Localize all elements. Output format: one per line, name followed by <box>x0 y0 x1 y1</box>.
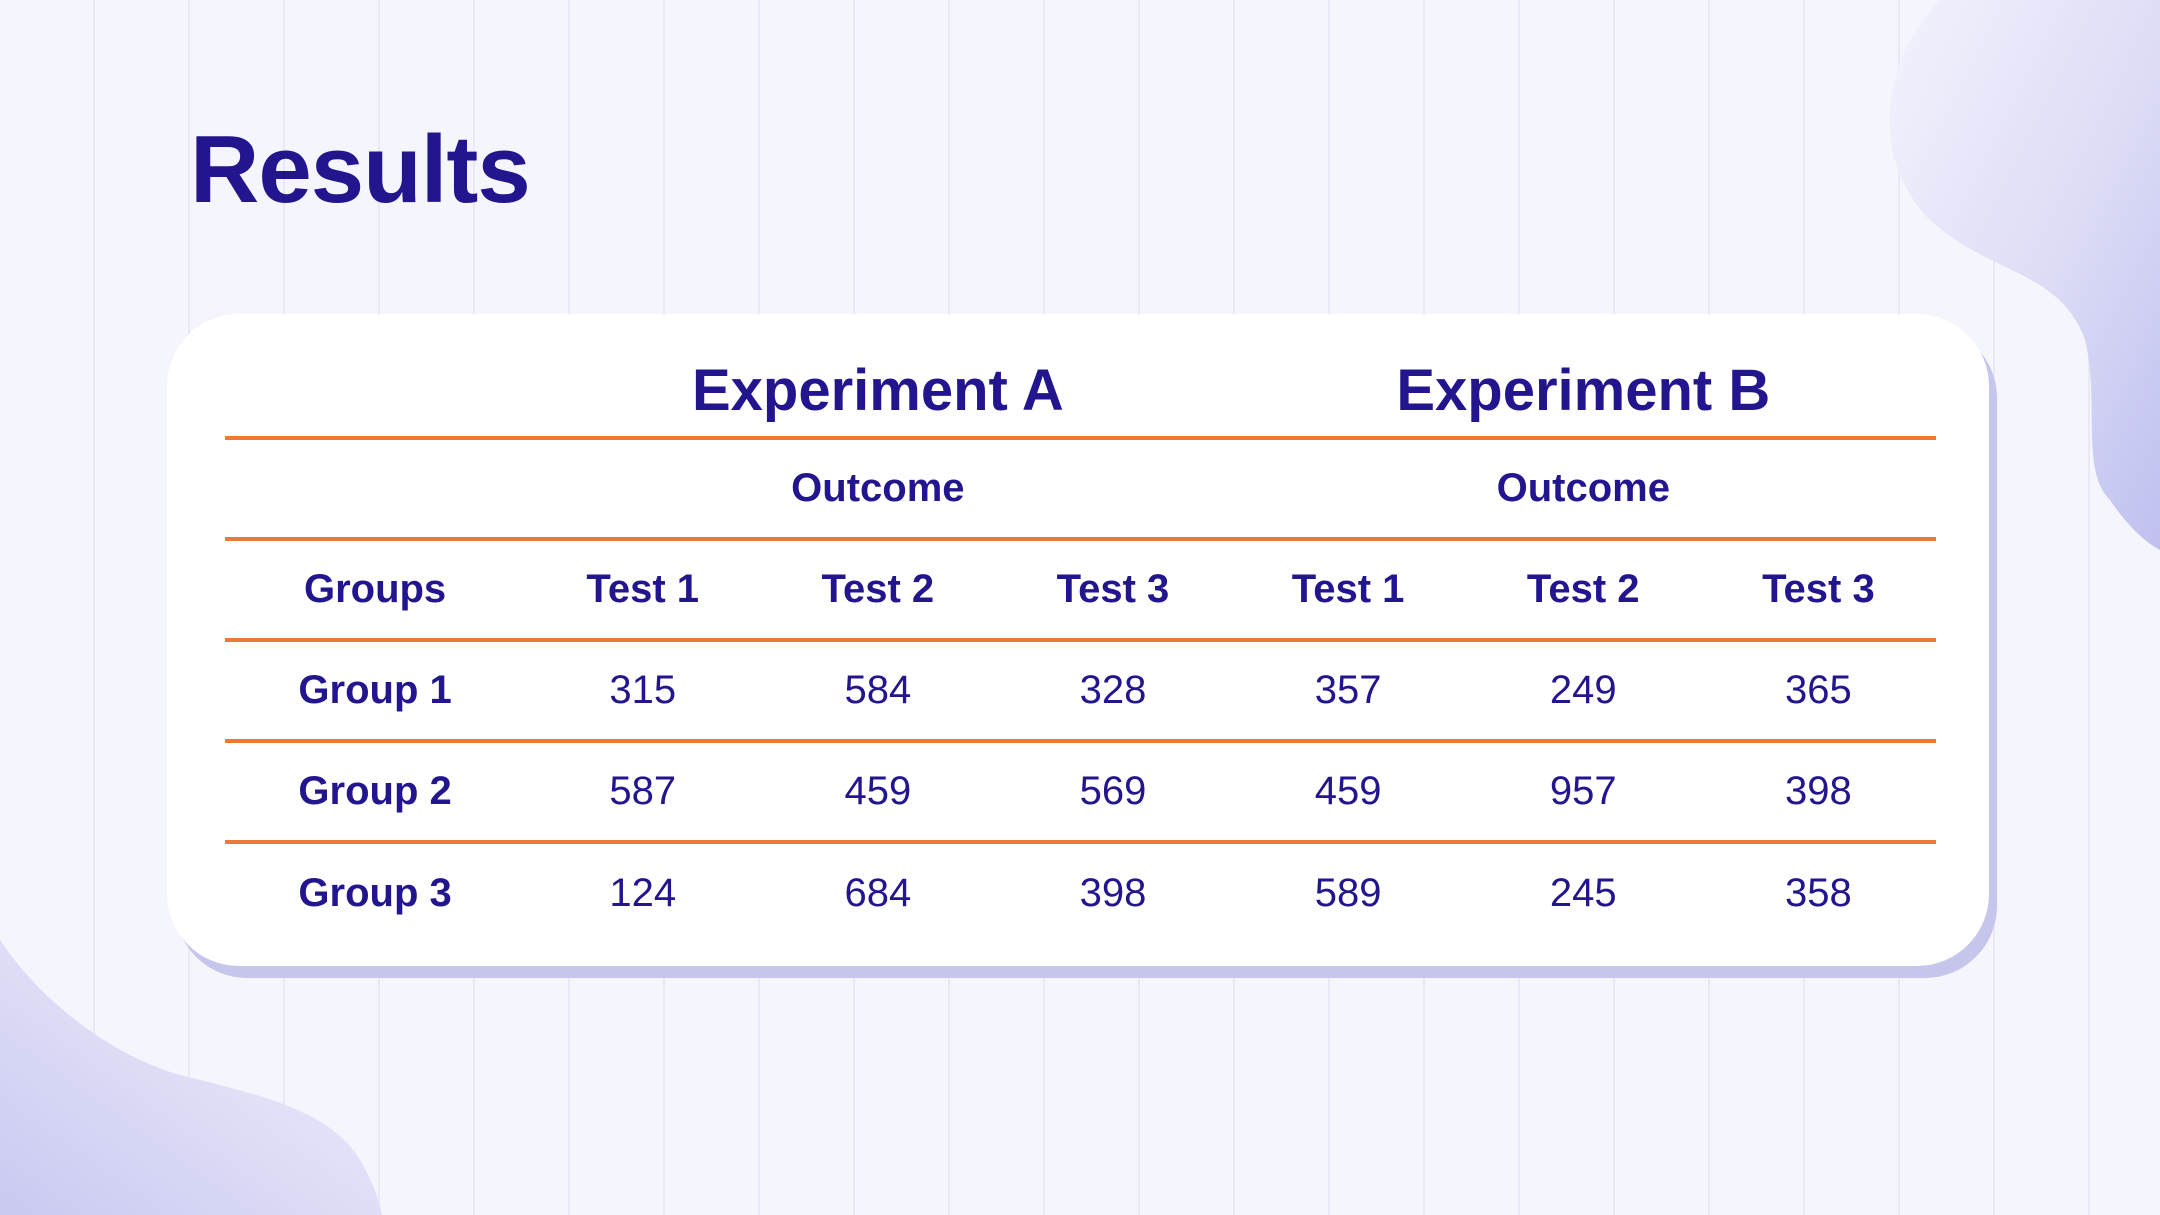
table-cell: 245 <box>1549 871 1617 915</box>
column-header-b-test-3: Test 3 <box>1700 539 1936 642</box>
blob-top-right <box>1889 0 2160 550</box>
column-header-row: Groups Test 1 Test 2 Test 3 Test 1 Test … <box>225 539 1936 642</box>
column-header-b-test-1: Test 1 <box>1230 539 1466 642</box>
results-table: Experiment A Experiment B Outcome Outcom… <box>225 339 1936 943</box>
outcome-label-a: Outcome <box>525 438 1231 541</box>
table-row: Group 3 124 684 398 589 245 358 <box>225 842 1936 943</box>
table-cell: 398 <box>1700 741 1936 844</box>
outcome-label-b: Outcome <box>1230 438 1936 541</box>
empty-corner-cell <box>225 339 526 440</box>
table-cell: 684 <box>844 871 912 915</box>
table-cell: 249 <box>1465 640 1701 743</box>
column-header-groups: Groups <box>225 539 526 642</box>
blob-bottom-left <box>0 940 382 1215</box>
table-cell: 365 <box>1700 640 1936 743</box>
column-header-b-test-2: Test 2 <box>1465 539 1701 642</box>
outcome-header-row: Outcome Outcome <box>225 438 1936 541</box>
table-cell: 584 <box>760 640 996 743</box>
table-cell: 589 <box>1314 871 1382 915</box>
table-cell: 124 <box>609 871 677 915</box>
group-name-cell: Group 2 <box>225 741 526 844</box>
table-cell: 459 <box>1230 741 1466 844</box>
empty-corner-cell <box>225 438 526 541</box>
table-cell: 398 <box>1079 871 1147 915</box>
experiment-header-row: Experiment A Experiment B <box>225 339 1936 440</box>
column-header-a-test-3: Test 3 <box>995 539 1231 642</box>
table-cell: 328 <box>995 640 1231 743</box>
table-cell: 459 <box>760 741 996 844</box>
table-cell: 315 <box>525 640 761 743</box>
column-header-a-test-1: Test 1 <box>525 539 761 642</box>
table-cell: 957 <box>1465 741 1701 844</box>
table-row: Group 1 315 584 328 357 249 365 <box>225 640 1936 743</box>
table-cell: 587 <box>525 741 761 844</box>
group-name-cell: Group 3 <box>298 871 452 915</box>
table-cell: 358 <box>1785 871 1852 915</box>
table-cell: 357 <box>1230 640 1466 743</box>
table-cell: 569 <box>995 741 1231 844</box>
column-header-a-test-2: Test 2 <box>760 539 996 642</box>
slide-title: Results <box>190 116 531 223</box>
experiment-b-heading: Experiment B <box>1230 339 1936 440</box>
group-name-cell: Group 1 <box>225 640 526 743</box>
experiment-a-heading: Experiment A <box>525 339 1231 440</box>
table-row: Group 2 587 459 569 459 957 398 <box>225 741 1936 844</box>
